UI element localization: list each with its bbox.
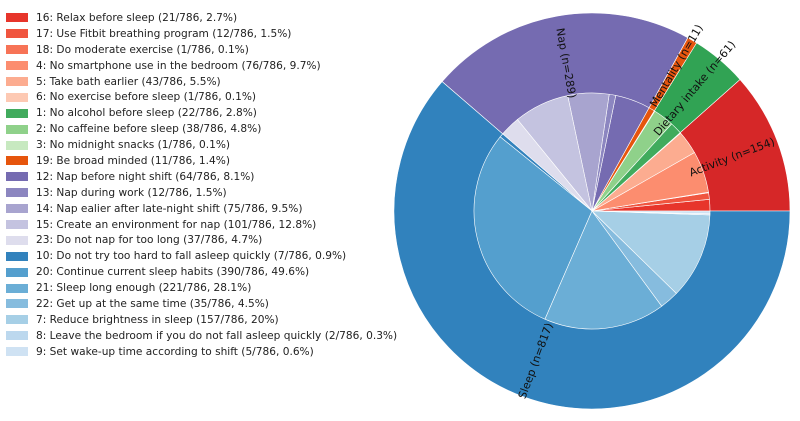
legend-label: 9: Set wake-up time according to shift (…: [36, 345, 314, 358]
legend-swatch: [6, 77, 28, 86]
legend-label: 7: Reduce brightness in sleep (157/786, …: [36, 313, 279, 326]
legend-entry: 7: Reduce brightness in sleep (157/786, …: [6, 312, 406, 328]
legend-label: 12: Nap before night shift (64/786, 8.1%…: [36, 170, 255, 183]
legend-label: 14: Nap ealier after late-night shift (7…: [36, 202, 303, 215]
legend-label: 18: Do moderate exercise (1/786, 0.1%): [36, 43, 249, 56]
legend-entry: 15: Create an environment for nap (101/7…: [6, 217, 406, 233]
legend-swatch: [6, 204, 28, 214]
legend-swatch: [6, 188, 28, 198]
legend-entry: 16: Relax before sleep (21/786, 2.7%): [6, 10, 406, 26]
legend-swatch: [6, 124, 28, 134]
legend: 16: Relax before sleep (21/786, 2.7%) 17:…: [6, 10, 406, 360]
inner-slice: [591, 210, 711, 215]
legend-entry: 1: No alcohol before sleep (22/786, 2.8%…: [6, 105, 406, 121]
legend-entry: 21: Sleep long enough (221/786, 28.1%): [6, 280, 406, 296]
legend-entry: 8: Leave the bedroom if you do not fall …: [6, 328, 406, 344]
legend-label: 1: No alcohol before sleep (22/786, 2.8%…: [36, 107, 257, 120]
legend-entry: 3: No midnight snacks (1/786, 0.1%): [6, 137, 406, 153]
legend-label: 21: Sleep long enough (221/786, 28.1%): [36, 282, 252, 295]
legend-label: 13: Nap during work (12/786, 1.5%): [36, 186, 227, 199]
legend-swatch: [6, 172, 28, 182]
legend-entry: 6: No exercise before sleep (1/786, 0.1%…: [6, 89, 406, 105]
legend-label: 5: Take bath earlier (43/786, 5.5%): [36, 75, 221, 88]
legend-label: 17: Use Fitbit breathing program (12/786…: [36, 27, 292, 40]
legend-swatch: [6, 156, 28, 166]
legend-entry: 12: Nap before night shift (64/786, 8.1%…: [6, 169, 406, 185]
legend-label: 4: No smartphone use in the bedroom (76/…: [36, 59, 321, 72]
legend-swatch: [6, 45, 28, 55]
legend-label: 16: Relax before sleep (21/786, 2.7%): [36, 11, 238, 24]
legend-swatch: [6, 13, 28, 23]
legend-swatch: [6, 92, 28, 102]
inner-slice: [591, 210, 711, 294]
legend-entry: 23: Do not nap for too long (37/786, 4.7…: [6, 232, 406, 248]
legend-entry: 19: Be broad minded (11/786, 1.4%): [6, 153, 406, 169]
legend-swatch: [6, 267, 28, 277]
legend-label: 22: Get up at the same time (35/786, 4.5…: [36, 297, 269, 310]
legend-entry: 22: Get up at the same time (35/786, 4.5…: [6, 296, 406, 312]
legend-swatch: [6, 347, 28, 357]
legend-label: 10: Do not try too hard to fall asleep q…: [36, 250, 347, 263]
inner-slice: [473, 136, 593, 320]
legend-swatch: [6, 331, 28, 341]
legend-swatch: [6, 220, 28, 230]
legend-entry: 14: Nap ealier after late-night shift (7…: [6, 201, 406, 217]
legend-entry: 13: Nap during work (12/786, 1.5%): [6, 185, 406, 201]
legend-label: 8: Leave the bedroom if you do not fall …: [36, 329, 398, 342]
legend-swatch: [6, 140, 28, 150]
legend-entry: 18: Do moderate exercise (1/786, 0.1%): [6, 42, 406, 58]
legend-swatch: [6, 61, 28, 71]
legend-entry: 4: No smartphone use in the bedroom (76/…: [6, 58, 406, 74]
legend-label: 6: No exercise before sleep (1/786, 0.1%…: [36, 91, 257, 104]
legend-swatch: [6, 235, 28, 245]
legend-swatch: [6, 251, 28, 261]
inner-slice: [544, 210, 663, 330]
legend-label: 19: Be broad minded (11/786, 1.4%): [36, 154, 230, 167]
legend-entry: 9: Set wake-up time according to shift (…: [6, 344, 406, 360]
legend-swatch: [6, 283, 28, 293]
legend-label: 15: Create an environment for nap (101/7…: [36, 218, 317, 231]
legend-entry: 20: Continue current sleep habits (390/7…: [6, 264, 406, 280]
legend-entry: 5: Take bath earlier (43/786, 5.5%): [6, 74, 406, 90]
legend-label: 3: No midnight snacks (1/786, 0.1%): [36, 139, 231, 152]
legend-swatch: [6, 108, 28, 118]
legend-label: 23: Do not nap for too long (37/786, 4.7…: [36, 234, 263, 247]
legend-label: 2: No caffeine before sleep (38/786, 4.8…: [36, 123, 262, 136]
legend-swatch: [6, 29, 28, 39]
legend-swatch: [6, 299, 28, 309]
legend-swatch: [6, 315, 28, 325]
legend-entry: 2: No caffeine before sleep (38/786, 4.8…: [6, 121, 406, 137]
legend-entry: 17: Use Fitbit breathing program (12/786…: [6, 26, 406, 42]
legend-label: 20: Continue current sleep habits (390/7…: [36, 266, 310, 279]
legend-entry: 10: Do not try too hard to fall asleep q…: [6, 248, 406, 264]
